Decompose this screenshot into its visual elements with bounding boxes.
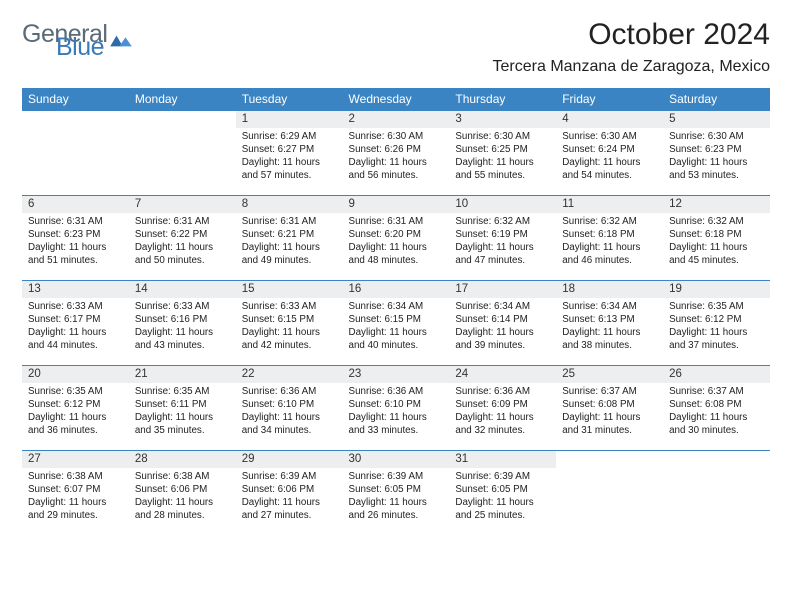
- calendar-table: SundayMondayTuesdayWednesdayThursdayFrid…: [22, 88, 770, 536]
- day-number-cell: 29: [236, 451, 343, 468]
- day-detail-cell: Sunrise: 6:39 AMSunset: 6:06 PMDaylight:…: [236, 468, 343, 536]
- daynum-row: 2728293031: [22, 451, 770, 468]
- day-number-cell: [22, 111, 129, 128]
- brand-text: General Blue: [22, 24, 107, 59]
- day-detail-cell: Sunrise: 6:34 AMSunset: 6:15 PMDaylight:…: [343, 298, 450, 366]
- day-number-cell: 17: [449, 281, 556, 298]
- weekday-row: SundayMondayTuesdayWednesdayThursdayFrid…: [22, 88, 770, 111]
- day-detail-cell: Sunrise: 6:33 AMSunset: 6:16 PMDaylight:…: [129, 298, 236, 366]
- day-number-cell: 2: [343, 111, 450, 128]
- daynum-row: 6789101112: [22, 196, 770, 213]
- day-number-cell: 10: [449, 196, 556, 213]
- day-detail-cell: Sunrise: 6:36 AMSunset: 6:10 PMDaylight:…: [343, 383, 450, 451]
- weekday-header: Monday: [129, 88, 236, 111]
- day-number-cell: 16: [343, 281, 450, 298]
- day-detail-cell: Sunrise: 6:38 AMSunset: 6:06 PMDaylight:…: [129, 468, 236, 536]
- day-number-cell: [556, 451, 663, 468]
- detail-row: Sunrise: 6:35 AMSunset: 6:12 PMDaylight:…: [22, 383, 770, 451]
- day-number-cell: 14: [129, 281, 236, 298]
- day-number-cell: 31: [449, 451, 556, 468]
- day-detail-cell: Sunrise: 6:32 AMSunset: 6:18 PMDaylight:…: [663, 213, 770, 281]
- day-detail-cell: Sunrise: 6:36 AMSunset: 6:09 PMDaylight:…: [449, 383, 556, 451]
- day-detail-cell: Sunrise: 6:35 AMSunset: 6:11 PMDaylight:…: [129, 383, 236, 451]
- day-number-cell: 26: [663, 366, 770, 383]
- detail-row: Sunrise: 6:29 AMSunset: 6:27 PMDaylight:…: [22, 128, 770, 196]
- day-number-cell: 21: [129, 366, 236, 383]
- calendar-head: SundayMondayTuesdayWednesdayThursdayFrid…: [22, 88, 770, 111]
- daynum-row: 13141516171819: [22, 281, 770, 298]
- weekday-header: Tuesday: [236, 88, 343, 111]
- brand-mark-icon: [110, 32, 132, 50]
- day-detail-cell: Sunrise: 6:31 AMSunset: 6:22 PMDaylight:…: [129, 213, 236, 281]
- day-detail-cell: Sunrise: 6:33 AMSunset: 6:17 PMDaylight:…: [22, 298, 129, 366]
- day-detail-cell: Sunrise: 6:31 AMSunset: 6:21 PMDaylight:…: [236, 213, 343, 281]
- day-detail-cell: Sunrise: 6:32 AMSunset: 6:19 PMDaylight:…: [449, 213, 556, 281]
- day-detail-cell: Sunrise: 6:38 AMSunset: 6:07 PMDaylight:…: [22, 468, 129, 536]
- weekday-header: Sunday: [22, 88, 129, 111]
- day-detail-cell: Sunrise: 6:29 AMSunset: 6:27 PMDaylight:…: [236, 128, 343, 196]
- day-number-cell: 30: [343, 451, 450, 468]
- day-detail-cell: Sunrise: 6:30 AMSunset: 6:25 PMDaylight:…: [449, 128, 556, 196]
- calendar-body: 12345Sunrise: 6:29 AMSunset: 6:27 PMDayl…: [22, 111, 770, 536]
- day-detail-cell: [129, 128, 236, 196]
- day-detail-cell: Sunrise: 6:35 AMSunset: 6:12 PMDaylight:…: [663, 298, 770, 366]
- brand-logo: General Blue: [22, 24, 132, 59]
- day-number-cell: 9: [343, 196, 450, 213]
- day-number-cell: 6: [22, 196, 129, 213]
- day-detail-cell: [663, 468, 770, 536]
- day-detail-cell: Sunrise: 6:39 AMSunset: 6:05 PMDaylight:…: [449, 468, 556, 536]
- day-detail-cell: Sunrise: 6:30 AMSunset: 6:23 PMDaylight:…: [663, 128, 770, 196]
- detail-row: Sunrise: 6:38 AMSunset: 6:07 PMDaylight:…: [22, 468, 770, 536]
- day-detail-cell: Sunrise: 6:39 AMSunset: 6:05 PMDaylight:…: [343, 468, 450, 536]
- day-detail-cell: Sunrise: 6:34 AMSunset: 6:14 PMDaylight:…: [449, 298, 556, 366]
- day-detail-cell: Sunrise: 6:35 AMSunset: 6:12 PMDaylight:…: [22, 383, 129, 451]
- day-detail-cell: [556, 468, 663, 536]
- day-number-cell: 23: [343, 366, 450, 383]
- day-number-cell: 20: [22, 366, 129, 383]
- day-detail-cell: Sunrise: 6:31 AMSunset: 6:20 PMDaylight:…: [343, 213, 450, 281]
- day-detail-cell: Sunrise: 6:31 AMSunset: 6:23 PMDaylight:…: [22, 213, 129, 281]
- day-detail-cell: Sunrise: 6:34 AMSunset: 6:13 PMDaylight:…: [556, 298, 663, 366]
- day-number-cell: 22: [236, 366, 343, 383]
- day-detail-cell: Sunrise: 6:36 AMSunset: 6:10 PMDaylight:…: [236, 383, 343, 451]
- detail-row: Sunrise: 6:33 AMSunset: 6:17 PMDaylight:…: [22, 298, 770, 366]
- day-detail-cell: Sunrise: 6:37 AMSunset: 6:08 PMDaylight:…: [663, 383, 770, 451]
- day-number-cell: 28: [129, 451, 236, 468]
- header-row: General Blue October 2024 Tercera Manzan…: [22, 18, 770, 76]
- day-number-cell: 27: [22, 451, 129, 468]
- location-text: Tercera Manzana de Zaragoza, Mexico: [493, 58, 770, 76]
- detail-row: Sunrise: 6:31 AMSunset: 6:23 PMDaylight:…: [22, 213, 770, 281]
- weekday-header: Thursday: [449, 88, 556, 111]
- day-number-cell: 25: [556, 366, 663, 383]
- day-detail-cell: Sunrise: 6:32 AMSunset: 6:18 PMDaylight:…: [556, 213, 663, 281]
- title-block: October 2024 Tercera Manzana de Zaragoza…: [493, 18, 770, 76]
- brand-word2: Blue: [56, 37, 107, 58]
- day-number-cell: 24: [449, 366, 556, 383]
- month-title: October 2024: [493, 18, 770, 52]
- day-detail-cell: Sunrise: 6:33 AMSunset: 6:15 PMDaylight:…: [236, 298, 343, 366]
- day-number-cell: [663, 451, 770, 468]
- day-detail-cell: Sunrise: 6:30 AMSunset: 6:26 PMDaylight:…: [343, 128, 450, 196]
- weekday-header: Saturday: [663, 88, 770, 111]
- day-detail-cell: Sunrise: 6:37 AMSunset: 6:08 PMDaylight:…: [556, 383, 663, 451]
- day-number-cell: 13: [22, 281, 129, 298]
- weekday-header: Wednesday: [343, 88, 450, 111]
- day-number-cell: 12: [663, 196, 770, 213]
- day-detail-cell: Sunrise: 6:30 AMSunset: 6:24 PMDaylight:…: [556, 128, 663, 196]
- day-number-cell: 8: [236, 196, 343, 213]
- day-number-cell: 3: [449, 111, 556, 128]
- day-detail-cell: [22, 128, 129, 196]
- day-number-cell: 15: [236, 281, 343, 298]
- day-number-cell: 11: [556, 196, 663, 213]
- day-number-cell: [129, 111, 236, 128]
- daynum-row: 12345: [22, 111, 770, 128]
- weekday-header: Friday: [556, 88, 663, 111]
- day-number-cell: 1: [236, 111, 343, 128]
- day-number-cell: 19: [663, 281, 770, 298]
- day-number-cell: 18: [556, 281, 663, 298]
- day-number-cell: 4: [556, 111, 663, 128]
- daynum-row: 20212223242526: [22, 366, 770, 383]
- day-number-cell: 5: [663, 111, 770, 128]
- day-number-cell: 7: [129, 196, 236, 213]
